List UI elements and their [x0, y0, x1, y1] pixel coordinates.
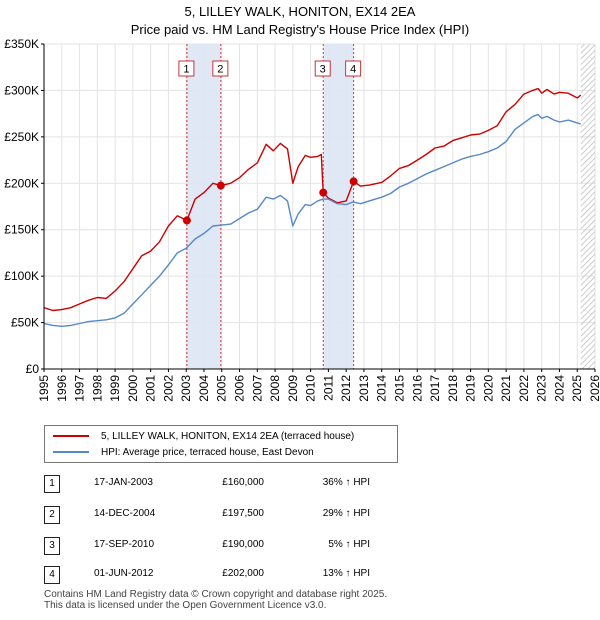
marker-label-box [178, 60, 195, 77]
x-tick-label: 2024 [552, 375, 566, 402]
x-tick-label: 2012 [339, 375, 353, 402]
transaction-date: 17-SEP-2010 [94, 539, 155, 550]
transaction-price: £160,000 [222, 477, 264, 488]
plot-area [44, 44, 595, 369]
x-tick-label: 2006 [233, 375, 247, 402]
legend-label-hpi: HPI: Average price, terraced house, East… [101, 446, 314, 458]
transaction-number: 4 [44, 566, 60, 584]
x-tick-label: 2005 [215, 375, 229, 402]
x-tick-label: 2015 [392, 375, 406, 402]
series-lines [44, 87, 582, 327]
x-tick-label: 2026 [588, 375, 600, 402]
x-tick-label: 2023 [535, 375, 549, 402]
marker-label-box [212, 60, 229, 77]
legend-swatch-hpi [53, 451, 89, 453]
x-tick-label: 2020 [481, 375, 495, 402]
transaction-dot [182, 216, 191, 225]
axes: £0 £50K £100K £150K £200K £250K £300K £350K 1995… [4, 37, 600, 402]
transaction-markers: 1 2 3 4 [178, 60, 362, 225]
legend-swatch-price [53, 435, 89, 437]
transaction-date: 14-DEC-2004 [94, 508, 156, 519]
x-tick-label: 2007 [250, 375, 264, 402]
x-tick-label: 1998 [90, 375, 104, 402]
transaction-price: £197,500 [222, 508, 264, 519]
marker-label: 3 [320, 64, 326, 76]
y-tick-label: £0 [26, 362, 40, 376]
x-tick-label: 2003 [179, 375, 193, 402]
transaction-hpi: 29% ↑ HPI [322, 508, 370, 519]
forecast-hatch [580, 44, 595, 369]
shaded-periods [186, 44, 595, 369]
x-tick-label: 2019 [464, 375, 478, 402]
footer-line-1: Contains HM Land Registry data © Crown c… [44, 589, 388, 600]
transaction-date: 17-JAN-2003 [94, 477, 153, 488]
x-tick-label: 2008 [268, 375, 282, 402]
transaction-price: £202,000 [222, 568, 264, 579]
y-tick-label: £200K [4, 176, 39, 190]
y-tick-label: £300K [4, 83, 39, 97]
transaction-dot [349, 177, 358, 186]
transaction-price: £190,000 [222, 539, 264, 550]
x-tick-label: 2011 [321, 375, 335, 401]
chart-title: 5, LILLEY WALK, HONITON, EX14 2EA [184, 4, 416, 19]
series-line-hpi [44, 113, 581, 327]
y-tick-label: £250K [4, 130, 39, 144]
transaction-dot [319, 188, 328, 197]
chart-subtitle: Price paid vs. HM Land Registry's House … [130, 22, 470, 37]
x-tick-label: 1995 [37, 375, 51, 402]
legend-label-price: 5, LILLEY WALK, HONITON, EX14 2EA (terra… [101, 430, 355, 442]
transaction-number: 2 [44, 506, 60, 524]
price-chart: 1 2 3 4 £0 £50K £100K £150K £200K £250K £300K £350… [4, 37, 600, 402]
y-tick-label: £150K [4, 223, 39, 237]
marker-label: 1 [183, 64, 189, 76]
x-tick-label: 1997 [73, 375, 87, 402]
transaction-hpi: 36% ↑ HPI [322, 477, 370, 488]
x-tick-label: 2001 [144, 375, 158, 402]
marker-label-box [314, 60, 331, 77]
x-tick-label: 2025 [570, 375, 584, 402]
footer-line-2: This data is licensed under the Open Gov… [44, 600, 327, 611]
series-line-price [44, 87, 582, 312]
x-tick-label: 2013 [357, 375, 371, 402]
marker-label: 4 [350, 64, 356, 76]
x-tick-label: 2010 [304, 375, 318, 402]
x-tick-label: 2016 [410, 375, 424, 402]
x-tick-label: 2004 [197, 375, 211, 402]
x-tick-label: 2000 [126, 375, 140, 402]
y-tick-label: £350K [4, 37, 39, 51]
x-tick-label: 2017 [428, 375, 442, 402]
x-tick-label: 2009 [286, 375, 300, 402]
transaction-date: 01-JUN-2012 [94, 568, 154, 579]
footer: Contains HM Land Registry data © Crown c… [44, 589, 387, 611]
grid [43, 43, 596, 370]
x-tick-label: 2002 [161, 375, 175, 402]
legend-item-price: 5, LILLEY WALK, HONITON, EX14 2EA (terra… [53, 428, 354, 444]
transaction-number: 1 [44, 475, 60, 493]
transaction-number: 3 [44, 537, 60, 555]
x-tick-label: 2021 [499, 375, 513, 402]
legend-item-hpi: HPI: Average price, terraced house, East… [53, 444, 314, 460]
transaction-hpi: 13% ↑ HPI [322, 568, 370, 579]
x-tick-label: 2014 [375, 375, 389, 402]
y-tick-label: £100K [4, 269, 39, 283]
x-tick-label: 1999 [108, 375, 122, 402]
shaded-period [323, 44, 354, 369]
x-tick-label: 1996 [55, 375, 69, 402]
transaction-hpi: 5% ↑ HPI [328, 539, 370, 550]
marker-label-box [345, 60, 362, 77]
x-tick-label: 2022 [517, 375, 531, 402]
legend: 5, LILLEY WALK, HONITON, EX14 2EA (terra… [44, 425, 398, 463]
y-tick-label: £50K [11, 316, 39, 330]
transaction-dot [216, 181, 225, 190]
x-tick-label: 2018 [446, 375, 460, 402]
marker-label: 2 [217, 64, 223, 76]
